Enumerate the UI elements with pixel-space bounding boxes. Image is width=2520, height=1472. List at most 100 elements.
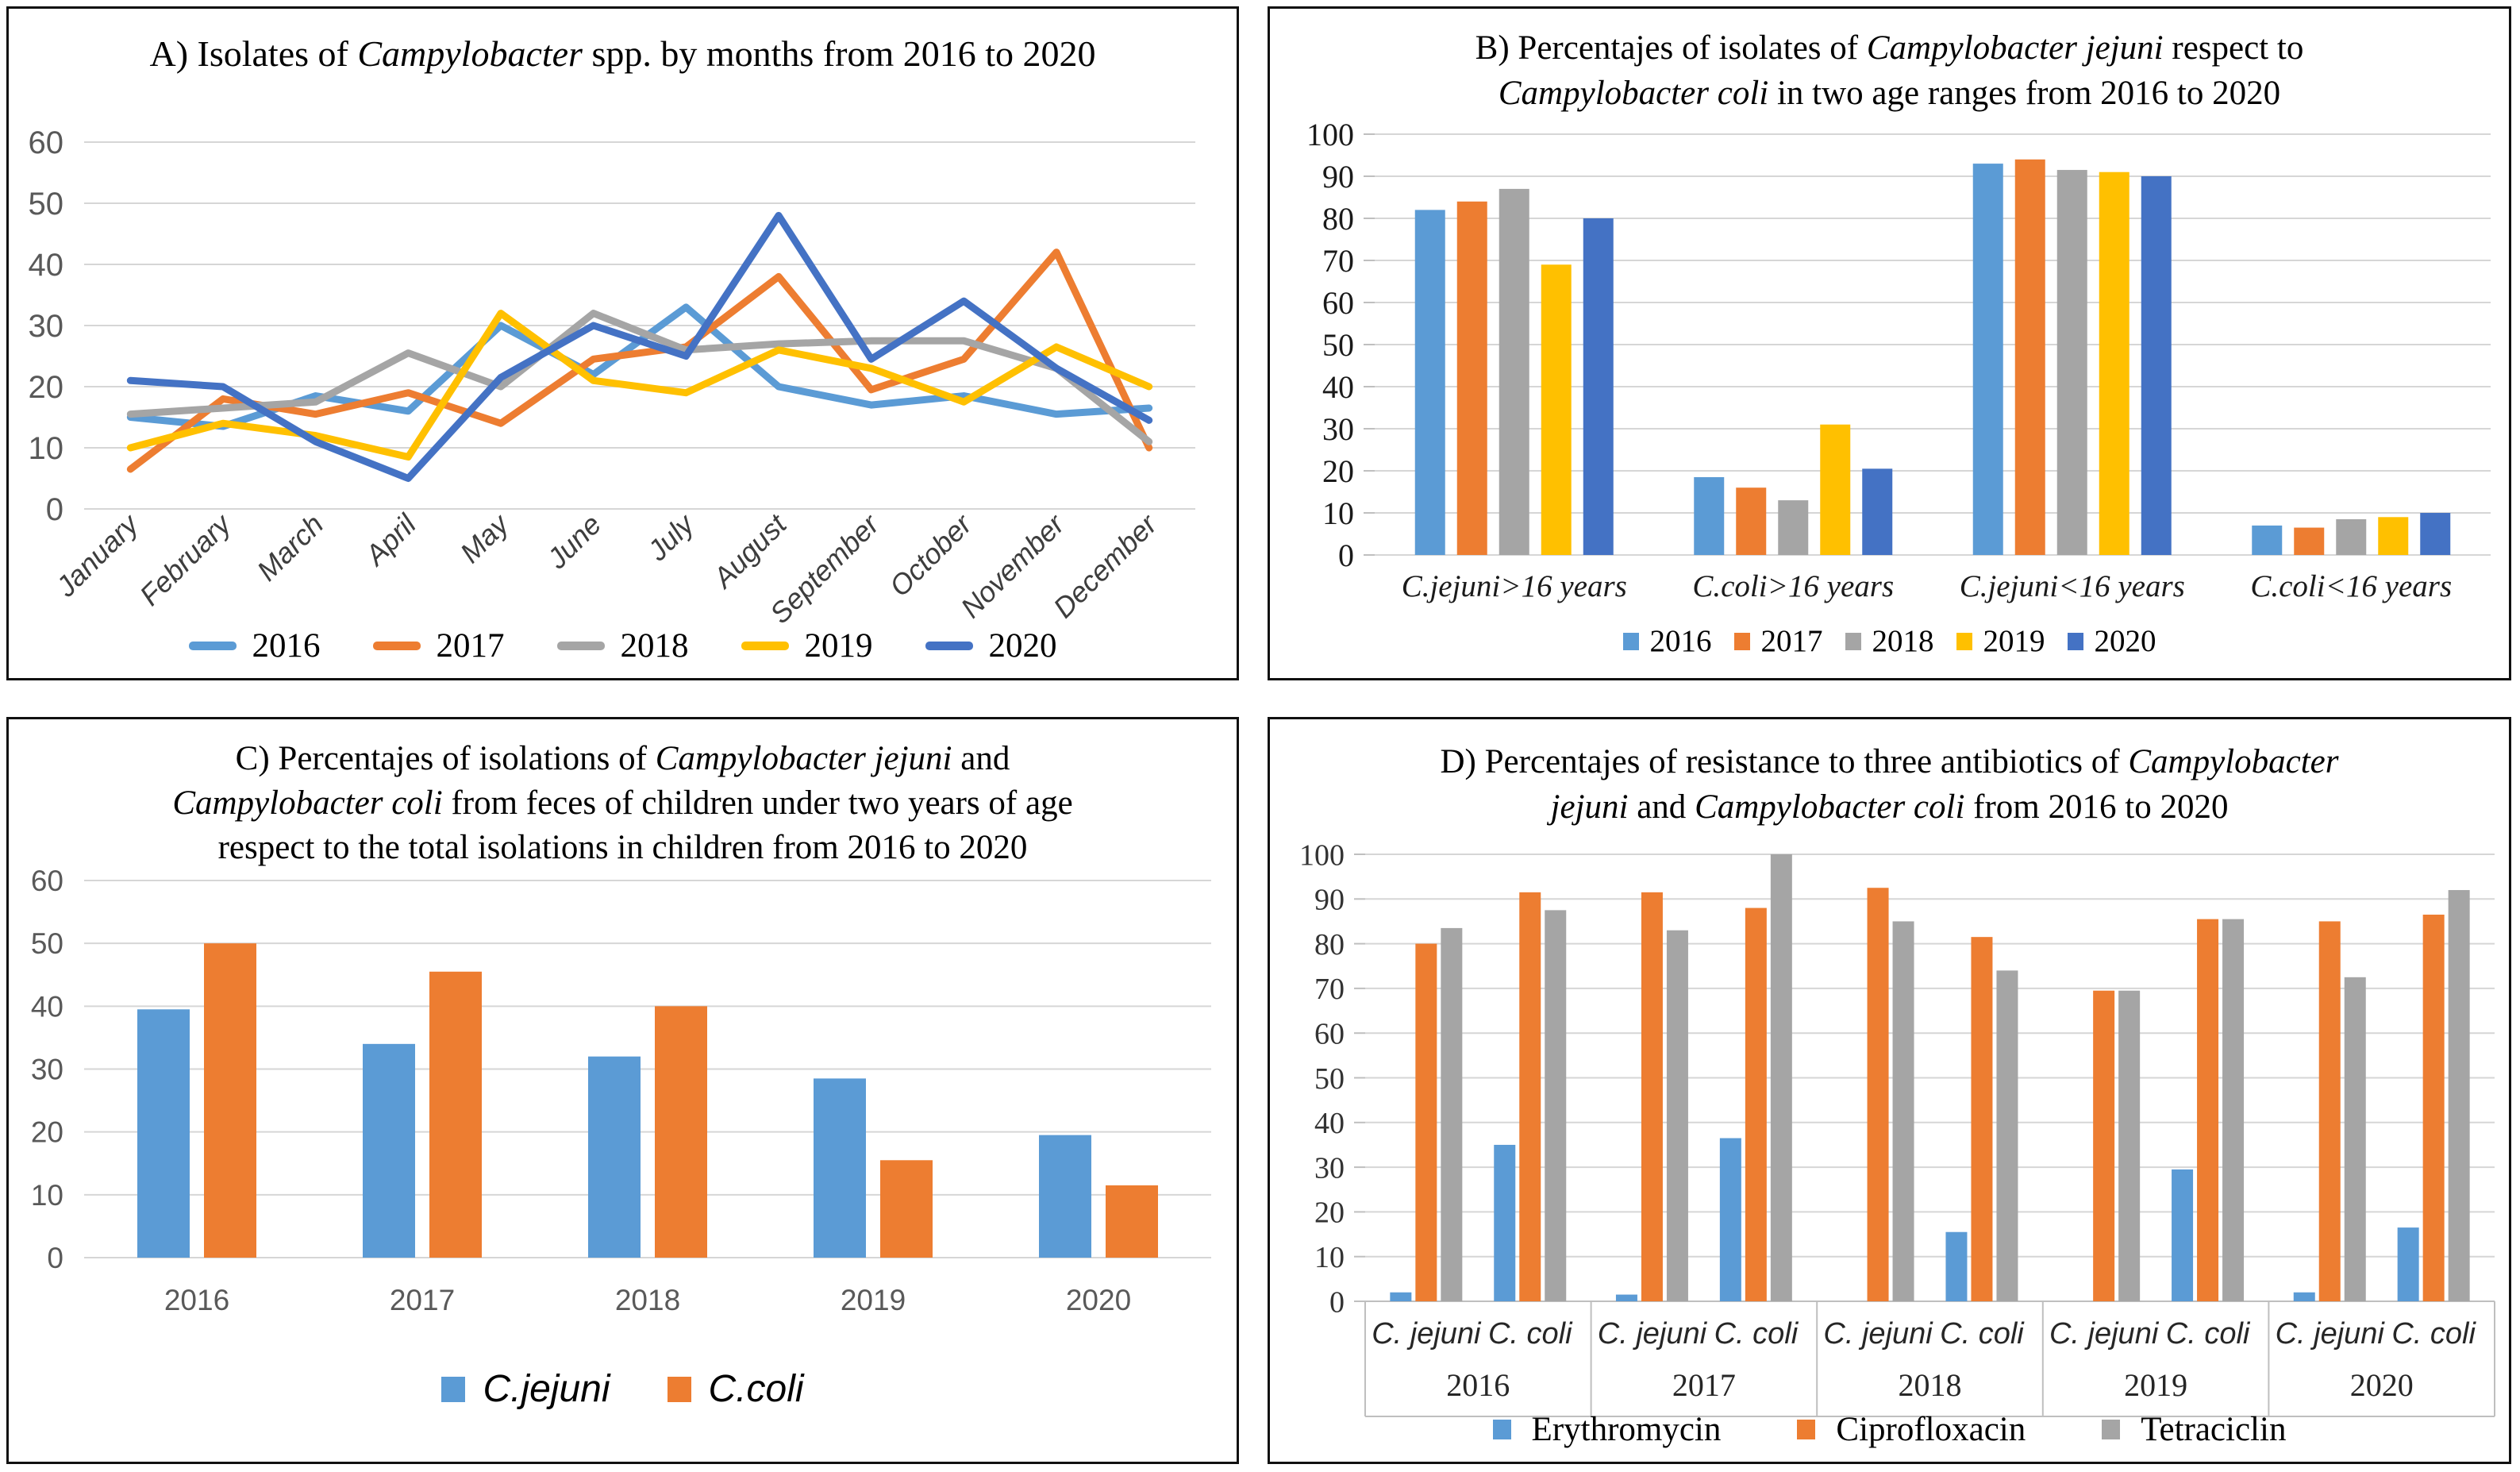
x-category-label: C. jejuni: [1598, 1317, 1708, 1351]
bar-C.coli-2019: [880, 1160, 933, 1258]
bar-Tetraciclin-2017-C. jejuni: [1666, 930, 1688, 1301]
legend-item-2016: 2016: [1622, 623, 1712, 659]
y-tick-label: 20: [31, 1116, 63, 1149]
bar-2018-C.coli>16 years: [1778, 500, 1809, 555]
x-group-label: 2017: [1672, 1367, 1736, 1403]
bar-C.jejuni-2019: [814, 1078, 866, 1258]
y-tick-label: 30: [1314, 1151, 1345, 1185]
title-line: C) Percentajes of isolations of Campylob…: [9, 737, 1237, 781]
bar-Erythromycin-2016-C. jejuni: [1390, 1292, 1412, 1301]
bar-Tetraciclin-2020-C. coli: [2448, 890, 2470, 1301]
legend-label: 2019: [1983, 624, 2045, 658]
y-tick-label: 60: [31, 865, 63, 897]
x-category-label: C. coli: [1940, 1317, 2025, 1351]
legend-swatch: [441, 1376, 466, 1402]
legend-item-ciprofloxacin: Ciprofloxacin: [1797, 1410, 2026, 1449]
panel-c-title: C) Percentajes of isolations of Campylob…: [9, 737, 1237, 870]
y-tick-label: 0: [47, 1242, 63, 1274]
bar-2020-C.coli>16 years: [1862, 468, 1893, 555]
title-text: in two age ranges from 2016 to 2020: [1768, 74, 2281, 112]
bar-2017-C.jejuni>16 years: [1456, 201, 1487, 556]
x-category-label: C.jejuni<16 years: [1960, 569, 2185, 603]
y-tick-label: 40: [31, 990, 63, 1023]
x-category-label: October: [883, 507, 979, 603]
x-category-label: 2018: [615, 1284, 680, 1316]
legend-label: Tetraciclin: [2141, 1411, 2287, 1448]
legend-swatch: [1956, 632, 1972, 650]
bar-Ciprofloxacin-2020-C. jejuni: [2318, 921, 2341, 1301]
y-tick-label: 10: [29, 431, 64, 466]
title-line: Campylobacter coli from feces of childre…: [9, 781, 1237, 826]
x-category-label: C. coli: [2391, 1317, 2476, 1351]
x-category-label: March: [251, 508, 330, 588]
bar-Ciprofloxacin-2017-C. coli: [1745, 907, 1767, 1301]
title-text: A) Isolates of: [149, 33, 358, 74]
bar-Ciprofloxacin-2018-C. coli: [1971, 937, 1993, 1301]
legend-item-tetraciclin: Tetraciclin: [2102, 1410, 2286, 1449]
bar-C.jejuni-2016: [137, 1009, 190, 1258]
legend-label: 2020: [2094, 624, 2156, 658]
y-tick-label: 70: [1322, 243, 1354, 279]
title-text: spp. by months from 2016 to 2020: [582, 33, 1096, 74]
bar-2020-C.jejuni<16 years: [2141, 176, 2172, 555]
title-text-italic: Campylobacter: [2128, 743, 2339, 780]
bar-2017-C.coli<16 years: [2294, 527, 2325, 555]
legend-swatch: [1845, 632, 1861, 650]
x-category-label: 2017: [390, 1284, 455, 1316]
bar-2019-C.coli<16 years: [2378, 517, 2409, 555]
y-tick-label: 10: [1322, 495, 1354, 531]
legend-label: 2016: [1649, 624, 1712, 658]
y-tick-label: 10: [1314, 1241, 1345, 1274]
bar-2016-C.coli<16 years: [2252, 525, 2283, 555]
y-tick-label: 40: [1322, 369, 1354, 405]
x-category-label: C. jejuni: [2276, 1317, 2386, 1351]
legend-label: Erythromycin: [1531, 1411, 1722, 1448]
bar-Ciprofloxacin-2017-C. jejuni: [1641, 892, 1663, 1301]
x-category-label: C. jejuni: [1372, 1317, 1482, 1351]
legend-label: 2017: [436, 627, 505, 665]
y-tick-label: 90: [1314, 884, 1345, 917]
x-category-label: July: [641, 507, 701, 567]
title-text: respect to the total isolations in child…: [217, 828, 1028, 866]
bar-2017-C.coli>16 years: [1736, 487, 1767, 555]
bar-2016-C.jejuni>16 years: [1414, 210, 1445, 555]
x-category-label: May: [454, 507, 516, 568]
x-group-label: 2020: [2350, 1367, 2414, 1403]
y-tick-label: 50: [31, 927, 63, 960]
x-category-label: February: [133, 507, 238, 611]
panel-b: B) Percentajes of isolates of Campylobac…: [1268, 6, 2511, 680]
panel-d: D) Percentajes of resistance to three an…: [1268, 717, 2511, 1464]
x-category-label: C.coli<16 years: [2250, 569, 2452, 603]
x-category-label: April: [358, 507, 423, 572]
bar-2018-C.jejuni<16 years: [2056, 170, 2087, 556]
title-line: jejuni and Campylobacter coli from 2016 …: [1270, 785, 2509, 830]
x-group-label: 2018: [1899, 1367, 1962, 1403]
legend-label: 2016: [252, 627, 321, 665]
panel-d-legend: Erythromycin Ciprofloxacin Tetraciclin: [1270, 1410, 2509, 1449]
legend-swatch: [1733, 632, 1750, 650]
y-tick-label: 50: [1314, 1062, 1345, 1096]
legend-label: Ciprofloxacin: [1836, 1411, 2026, 1448]
bar-2018-C.jejuni>16 years: [1499, 188, 1529, 555]
legend-item-2020: 2020: [2067, 623, 2156, 659]
legend-label: C.jejuni: [483, 1368, 610, 1410]
bar-Ciprofloxacin-2018-C. jejuni: [1867, 888, 1889, 1301]
bar-Ciprofloxacin-2019-C. jejuni: [2093, 990, 2115, 1301]
y-tick-label: 80: [1322, 201, 1354, 237]
bar-Tetraciclin-2017-C. coli: [1770, 854, 1792, 1301]
y-tick-label: 60: [1322, 285, 1354, 321]
y-tick-label: 40: [29, 248, 64, 283]
bar-Erythromycin-2016-C. coli: [1494, 1144, 1516, 1301]
y-tick-label: 10: [31, 1179, 63, 1212]
bar-Erythromycin-2017-C. jejuni: [1615, 1294, 1637, 1301]
bar-C.jejuni-2017: [363, 1043, 415, 1258]
bar-C.jejuni-2018: [588, 1056, 641, 1258]
bar-2016-C.jejuni<16 years: [1972, 164, 2003, 555]
legend-item-2019: 2019: [741, 626, 873, 665]
legend-label: 2017: [1760, 624, 1823, 658]
legend-swatch: [1492, 1420, 1511, 1439]
y-tick-label: 0: [1329, 1285, 1345, 1319]
legend-label: 2020: [988, 627, 1057, 665]
bar-Tetraciclin-2020-C. jejuni: [2344, 977, 2366, 1301]
